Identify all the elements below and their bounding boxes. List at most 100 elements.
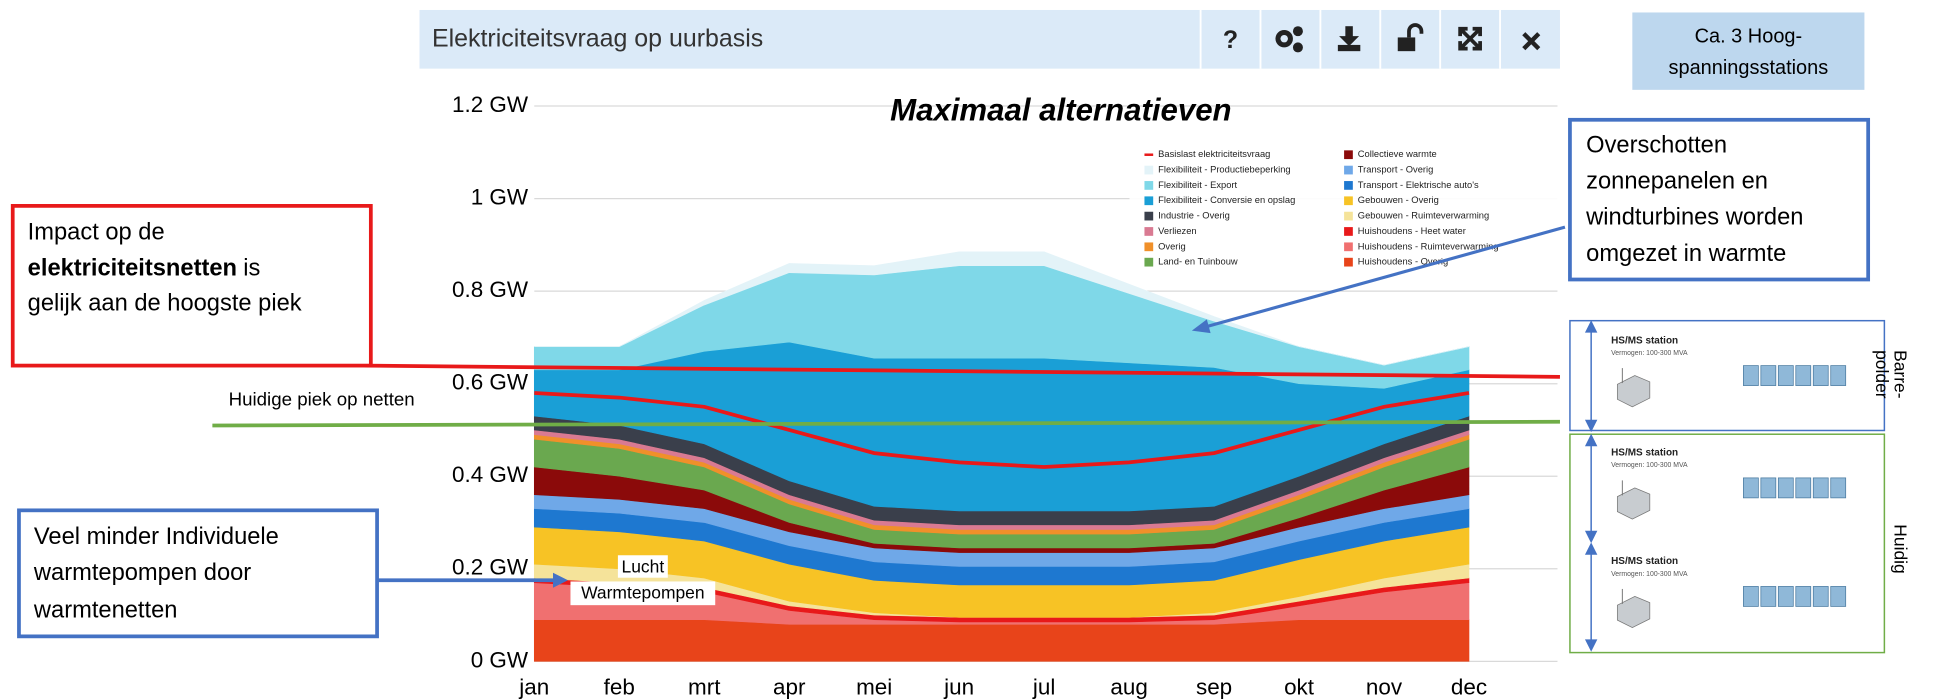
lock-button[interactable] (1397, 23, 1424, 52)
chart: 0 GW 0.2 GW 0.4 GW 0.6 GW 0.8 GW 1 GW 1.2 GW ja… (452, 92, 1560, 700)
legend-swatch (1144, 196, 1154, 206)
x-tick-label: nov (1366, 675, 1403, 700)
area (533, 619, 1470, 662)
stations-box (1632, 12, 1865, 90)
callout-text: Impact op de (28, 220, 165, 246)
breaker (1830, 586, 1847, 607)
stations-text: Ca. 3 Hoog- (1695, 26, 1803, 48)
breaker (1830, 365, 1847, 386)
breaker (1760, 477, 1777, 499)
legend-swatch (1144, 165, 1154, 175)
x-tick-label: jul (1032, 675, 1055, 700)
close-button[interactable] (1522, 32, 1541, 51)
x-tick-label: feb (604, 675, 635, 700)
legend-swatch (1144, 242, 1154, 252)
legend-label: Flexibiliteit - Productiebeperking (1158, 165, 1290, 175)
breaker (1760, 586, 1777, 607)
download-button[interactable] (1337, 26, 1361, 52)
breaker (1777, 477, 1794, 499)
breaker (1777, 365, 1794, 386)
station-title: HS/MS station (1611, 335, 1678, 346)
y-tick-label: 0.4 GW (452, 462, 529, 487)
group-label: polder (1872, 350, 1892, 399)
callout-bold: elektriciteitsnetten (28, 256, 237, 282)
y-tick-label: 0.2 GW (452, 555, 529, 580)
legend-label: Gebouwen - Overig (1358, 195, 1439, 205)
arrow-head (1191, 319, 1211, 334)
station-capacity: Vermogen: 100-300 MVA (1611, 350, 1688, 357)
legend-label: Huishoudens - Heet water (1358, 226, 1466, 236)
station-title: HS/MS station (1611, 448, 1678, 459)
breaker (1795, 477, 1812, 499)
callout-text: Veel minder Individuele (34, 524, 279, 550)
surplus-callout (1568, 117, 1871, 282)
breaker (1760, 365, 1777, 386)
help-button[interactable]: ? (1223, 26, 1238, 54)
arrow-head (553, 572, 568, 588)
x-tick-label: aug (1110, 675, 1147, 700)
legend-swatch (1344, 150, 1353, 160)
y-tick-label: 0 GW (471, 647, 529, 672)
callout-text: gelijk aan de hoogste piek (28, 291, 302, 317)
legend-label: Overig (1158, 241, 1186, 251)
legend-swatch (1344, 227, 1353, 236)
peak-line (364, 363, 1560, 379)
legend-label: Collectieve warmte (1358, 149, 1437, 159)
legend-swatch (1144, 181, 1154, 190)
legend-swatch (1344, 181, 1353, 190)
chart-title: Maximaal alternatieven (890, 93, 1232, 128)
current-peak-line (212, 419, 1560, 428)
settings-button[interactable] (1275, 26, 1303, 53)
y-tick-label: 1.2 GW (452, 92, 529, 117)
station-title: HS/MS station (1611, 556, 1678, 567)
legend-swatch (1144, 227, 1154, 236)
callout-text: omgezet in warmte (1586, 241, 1786, 267)
y-tick-label: 1 GW (471, 185, 529, 210)
legend-label: Land- en Tuinbouw (1158, 257, 1238, 267)
x-tick-label: jun (943, 675, 974, 700)
breaker (1795, 586, 1812, 607)
x-tick-label: dec (1451, 675, 1487, 700)
station-capacity: Vermogen: 100-300 MVA (1611, 462, 1688, 469)
legend-label: Huishoudens - Overig (1358, 257, 1448, 267)
heat-pump-label: Warmtepompen (581, 583, 705, 603)
station-capacity: Vermogen: 100-300 MVA (1611, 571, 1688, 578)
legend-label: Transport - Elektrische auto's (1358, 180, 1479, 190)
current-peak-label: Huidige piek op netten (229, 388, 415, 409)
station-icon (1616, 487, 1651, 520)
toolbar (419, 9, 1560, 69)
legend-swatch (1344, 165, 1353, 175)
heatpump-callout (17, 508, 379, 639)
callout-text: is (243, 256, 260, 282)
heat-pump-label: Lucht (621, 556, 664, 576)
toolbar-separators (1199, 9, 1502, 69)
legend-label: Basislast elektriciteitsvraag (1158, 149, 1270, 159)
y-tick-label: 0.6 GW (452, 370, 529, 395)
legend-label: Flexibiliteit - Conversie en opslag (1158, 195, 1295, 205)
fullscreen-button[interactable] (1458, 26, 1482, 51)
line (534, 391, 1470, 469)
breaker (1777, 586, 1794, 607)
breaker (1743, 365, 1759, 386)
legend-label: Gebouwen - Ruimteverwarming (1358, 211, 1489, 221)
legend-swatch (1144, 257, 1154, 267)
callout-text: warmtepompen door (33, 560, 251, 586)
dimension-arrows (1584, 320, 1598, 652)
breaker (1830, 477, 1847, 499)
x-tick-label: jan (518, 675, 549, 700)
breaker (1812, 365, 1829, 386)
legend-label: Industrie - Overig (1158, 211, 1230, 221)
group-label: Barre- (1891, 350, 1911, 399)
x-tick-label: apr (773, 675, 806, 700)
breaker (1743, 477, 1759, 499)
x-tick-label: mei (856, 675, 892, 700)
callout-text: zonnepanelen en (1586, 168, 1768, 194)
legend-label: Verliezen (1158, 226, 1196, 236)
station-icon (1616, 596, 1651, 629)
callout-text: windturbines worden (1585, 205, 1803, 231)
breaker (1812, 477, 1829, 499)
legend-swatch (1144, 211, 1154, 221)
legend-swatch (1344, 196, 1353, 206)
